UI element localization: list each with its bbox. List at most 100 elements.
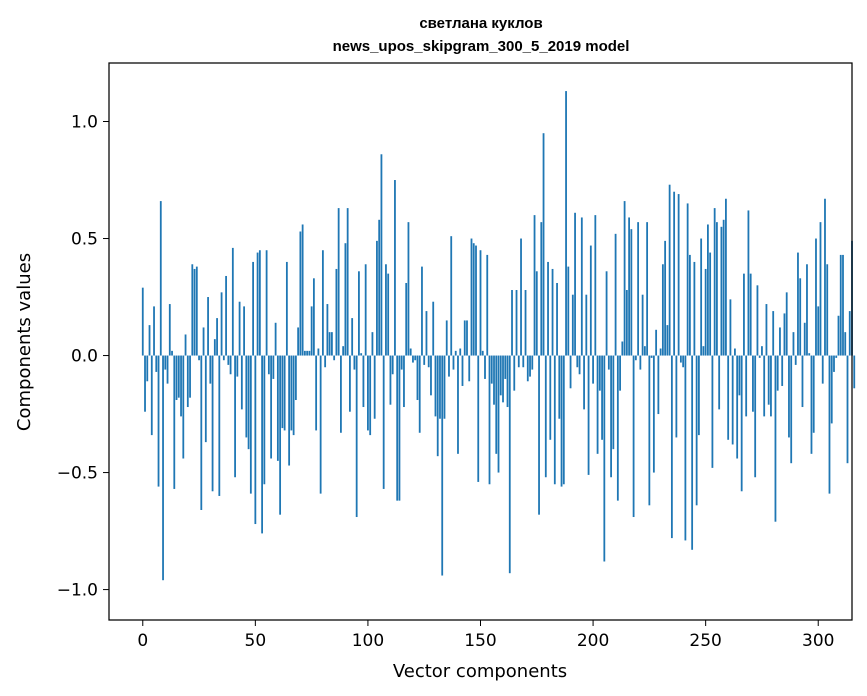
bar [583, 355, 585, 410]
bar [652, 355, 655, 473]
bar [729, 299, 732, 356]
bar [711, 355, 714, 468]
bar [236, 355, 239, 377]
bar [175, 355, 178, 401]
bar [331, 332, 333, 356]
bar [421, 266, 423, 356]
bar [218, 355, 221, 496]
bar [238, 301, 241, 356]
x-axis-ticks: 0 50 100 150 200 250 300 [137, 620, 834, 651]
bar [731, 355, 734, 445]
bar [418, 355, 421, 433]
bar [815, 238, 817, 356]
bar [779, 327, 781, 356]
bar [439, 355, 441, 419]
bar [560, 355, 563, 487]
bar [551, 268, 554, 356]
bar [168, 304, 171, 356]
bar [562, 355, 565, 485]
bar [261, 355, 263, 534]
bar [556, 282, 558, 356]
bar [355, 355, 358, 518]
bar [848, 311, 851, 356]
y-tick-label: −1.0 [57, 581, 98, 601]
y-axis-label: Components values [14, 253, 35, 431]
y-tick-label: 0.5 [71, 230, 98, 250]
bar [679, 355, 682, 363]
bar [191, 264, 194, 356]
bar [718, 355, 721, 410]
bar [743, 273, 745, 356]
bar [535, 271, 538, 356]
bar [337, 208, 340, 356]
bar [842, 254, 844, 356]
bar [520, 238, 522, 356]
bar [240, 355, 243, 410]
bar [495, 355, 498, 454]
bar [486, 254, 489, 356]
bar [319, 355, 322, 494]
bar [812, 355, 815, 433]
bar [434, 355, 437, 417]
bar [524, 290, 527, 356]
bar [745, 355, 748, 417]
x-tick-label: 100 [352, 631, 384, 651]
bar [385, 264, 387, 356]
bar [459, 348, 462, 356]
bar [290, 355, 293, 431]
bar [297, 327, 300, 356]
bar [479, 250, 482, 356]
bar [326, 304, 329, 356]
bar [472, 243, 475, 356]
bar [704, 268, 707, 356]
bar [288, 355, 291, 466]
bar [222, 355, 225, 361]
bar [376, 240, 378, 356]
bar [360, 353, 363, 356]
bar [231, 247, 234, 356]
bar [148, 325, 151, 356]
bar [824, 198, 826, 356]
bar [220, 292, 223, 356]
bar [177, 355, 180, 398]
bar [403, 355, 405, 408]
bar [565, 91, 567, 356]
bar [675, 355, 678, 438]
bar [405, 282, 408, 356]
bar [727, 355, 730, 440]
bar [254, 355, 257, 525]
bar [628, 217, 630, 356]
bar [688, 254, 691, 356]
bar [774, 355, 777, 522]
bar [466, 320, 468, 356]
bar [707, 224, 709, 356]
bar [258, 250, 261, 356]
bar [794, 355, 797, 365]
bar [213, 339, 216, 356]
bar [499, 355, 502, 396]
bar [634, 355, 637, 361]
bar [578, 355, 581, 375]
bar [184, 334, 187, 356]
bar [720, 226, 723, 356]
y-axis-ticks: −1.0 −0.5 0.0 0.5 1.0 [57, 113, 109, 601]
bar [276, 355, 279, 461]
bar [308, 350, 311, 356]
bar [623, 201, 626, 356]
bar [146, 355, 149, 382]
bar [502, 355, 504, 403]
bar [477, 355, 480, 482]
bar [538, 355, 540, 515]
bar [529, 355, 531, 377]
bar [781, 355, 784, 386]
bar [265, 250, 268, 356]
bar [740, 355, 743, 492]
bar [643, 346, 646, 356]
bar [736, 355, 739, 459]
bar [317, 348, 320, 356]
bar [409, 348, 412, 356]
bar [315, 355, 318, 431]
bar [342, 346, 345, 356]
bar [540, 222, 543, 356]
bar [358, 271, 360, 356]
